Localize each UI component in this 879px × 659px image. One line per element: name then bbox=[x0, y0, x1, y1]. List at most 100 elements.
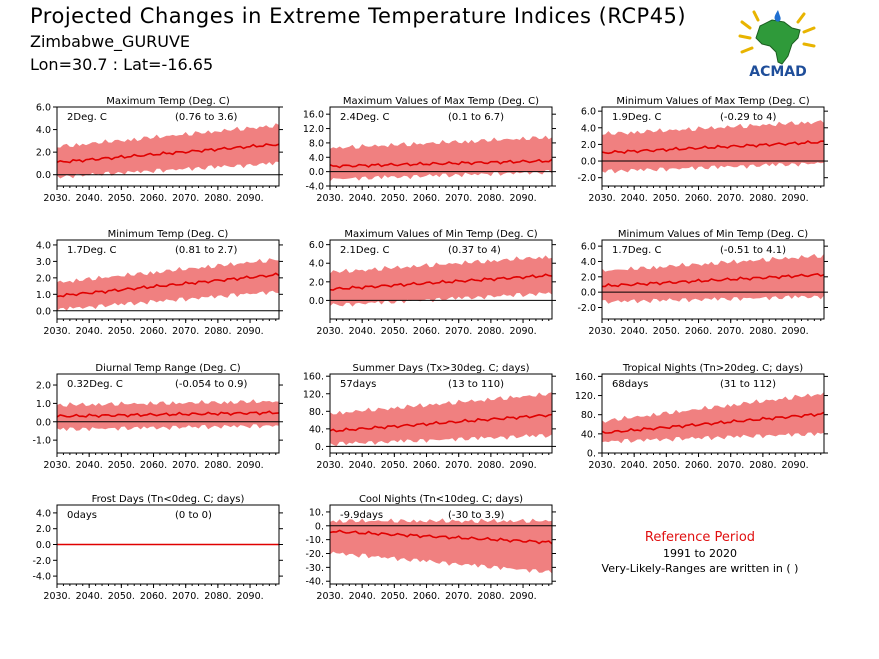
range-label: (0.37 to 4) bbox=[448, 245, 501, 256]
chart-title: Minimum Values of Max Temp (Deg. C) bbox=[616, 96, 809, 107]
x-tick-label: 2060. bbox=[685, 460, 712, 471]
y-tick-label: 4.0 bbox=[581, 123, 596, 134]
x-tick-label: 2080. bbox=[749, 460, 776, 471]
x-tick-label: 2080. bbox=[477, 193, 504, 204]
x-tick-label: 2040. bbox=[621, 460, 648, 471]
x-tick-label: 2070. bbox=[445, 591, 472, 602]
x-tick-label: 2090. bbox=[509, 591, 536, 602]
plot-frame bbox=[329, 239, 553, 320]
x-tick-label: 2070. bbox=[445, 326, 472, 337]
y-tick-label: -40. bbox=[305, 577, 324, 588]
reference-legend: Reference Period 1991 to 2020 Very-Likel… bbox=[590, 530, 810, 575]
x-tick-label: 2030. bbox=[43, 591, 70, 602]
chart-title: Summer Days (Tx>30deg. C; days) bbox=[352, 363, 529, 374]
range-label: (-0.29 to 4) bbox=[720, 112, 777, 123]
y-tick-label: 2.0 bbox=[581, 272, 596, 283]
y-tick-label: 0.0 bbox=[581, 288, 596, 299]
y-tick-label: 4.0 bbox=[36, 240, 51, 251]
y-tick-label: 4.0 bbox=[309, 153, 324, 164]
chart-title: Frost Days (Tn<0deg. C; days) bbox=[92, 494, 245, 505]
y-tick-label: 2.0 bbox=[36, 524, 51, 535]
x-tick-label: 2040. bbox=[621, 193, 648, 204]
x-tick-label: 2080. bbox=[204, 460, 231, 471]
y-tick-label: 16.0 bbox=[303, 110, 324, 121]
y-tick-label: 40. bbox=[581, 429, 596, 440]
x-tick-label: 2070. bbox=[445, 460, 472, 471]
chart-panel: 2030. 2040. 2050. 2060. 2070. 2080. 2090. 6.0 4.… bbox=[36, 96, 283, 204]
chart-title: Maximum Values of Min Temp (Deg. C) bbox=[344, 229, 537, 240]
y-tick-label: 40. bbox=[309, 424, 324, 435]
x-tick-label: 2050. bbox=[653, 193, 680, 204]
plot-frame bbox=[329, 504, 553, 585]
range-label: (0.76 to 3.6) bbox=[175, 112, 237, 123]
x-tick-label: 2070. bbox=[717, 460, 744, 471]
chart-panel: 2030. 2040. 2050. 2060. 2070. 2080. 2090. 10. 0.… bbox=[305, 494, 556, 602]
x-tick-label: 2040. bbox=[76, 193, 103, 204]
x-tick-label: 2090. bbox=[509, 326, 536, 337]
change-label: 1.9Deg. C bbox=[612, 112, 661, 123]
x-tick-label: 2080. bbox=[477, 591, 504, 602]
x-tick-label: 2030. bbox=[588, 193, 615, 204]
chart-panel: 2030. 2040. 2050. 2060. 2070. 2080. 2090. 6.0 4.… bbox=[577, 229, 828, 337]
y-tick-label: 6.0 bbox=[581, 107, 596, 118]
median-line bbox=[601, 140, 824, 155]
x-tick-label: 2040. bbox=[349, 326, 376, 337]
change-label: 1.7Deg. C bbox=[67, 245, 116, 256]
plot-frame bbox=[601, 106, 825, 187]
x-tick-label: 2090. bbox=[236, 460, 263, 471]
y-tick-label: -2.0 bbox=[32, 556, 51, 567]
x-tick-label: 2040. bbox=[76, 460, 103, 471]
range-label: (-0.51 to 4.1) bbox=[720, 245, 786, 256]
x-tick-label: 2060. bbox=[413, 460, 440, 471]
median-line bbox=[329, 413, 553, 433]
y-tick-label: 120. bbox=[303, 389, 324, 400]
x-tick-label: 2090. bbox=[236, 591, 263, 602]
y-tick-label: -1.0 bbox=[32, 436, 51, 447]
x-tick-label: 2070. bbox=[717, 193, 744, 204]
median-line bbox=[602, 272, 825, 288]
x-tick-label: 2070. bbox=[172, 326, 199, 337]
x-tick-label: 2060. bbox=[685, 193, 712, 204]
x-tick-label: 2070. bbox=[172, 591, 199, 602]
x-tick-label: 2060. bbox=[413, 591, 440, 602]
range-band bbox=[57, 123, 279, 179]
x-tick-label: 2060. bbox=[140, 460, 167, 471]
chart-title: Tropical Nights (Tn>20deg. C; days) bbox=[622, 363, 803, 374]
range-label: (-0.054 to 0.9) bbox=[175, 379, 247, 390]
x-tick-label: 2090. bbox=[236, 326, 263, 337]
range-label: (31 to 112) bbox=[720, 379, 776, 390]
median-line bbox=[601, 411, 825, 434]
chart-panel: 2030. 2040. 2050. 2060. 2070. 2080. 2090. 4.0 3.… bbox=[36, 229, 283, 337]
median-line bbox=[56, 410, 280, 419]
reference-title: Reference Period bbox=[644, 530, 756, 545]
chart-panel: 2030. 2040. 2050. 2060. 2070. 2080. 2090. 16.0 1… bbox=[303, 96, 556, 204]
y-tick-label: 10. bbox=[309, 507, 324, 518]
y-tick-label: 0.0 bbox=[581, 157, 596, 168]
y-tick-label: 80. bbox=[581, 410, 596, 421]
chart-panel: 2030. 2040. 2050. 2060. 2070. 2080. 2090. 4.0 2.… bbox=[32, 494, 283, 602]
x-tick-label: 2060. bbox=[413, 326, 440, 337]
x-tick-label: 2070. bbox=[445, 193, 472, 204]
x-tick-label: 2080. bbox=[477, 460, 504, 471]
x-tick-label: 2040. bbox=[621, 326, 648, 337]
x-tick-label: 2050. bbox=[381, 460, 408, 471]
coordinates-label: Lon=30.7 : Lat=-16.65 bbox=[30, 55, 214, 74]
x-tick-label: 2030. bbox=[43, 326, 70, 337]
y-tick-label: -2.0 bbox=[577, 303, 596, 314]
x-tick-label: 2040. bbox=[349, 460, 376, 471]
x-tick-label: 2030. bbox=[43, 193, 70, 204]
change-label: -9.9days bbox=[340, 510, 383, 521]
y-tick-label: 2.0 bbox=[36, 273, 51, 284]
y-tick-label: 6.0 bbox=[36, 103, 51, 114]
change-label: 2.4Deg. C bbox=[340, 112, 389, 123]
range-label: (13 to 110) bbox=[448, 379, 504, 390]
y-tick-label: 2.0 bbox=[36, 148, 51, 159]
y-tick-label: 1.0 bbox=[36, 399, 51, 410]
y-tick-label: 4.0 bbox=[36, 508, 51, 519]
chart-panel: 2030. 2040. 2050. 2060. 2070. 2080. 2090. 160. 1… bbox=[575, 363, 828, 471]
x-tick-label: 2050. bbox=[653, 460, 680, 471]
y-tick-label: 160. bbox=[575, 372, 596, 383]
reference-note: Very-Likely-Ranges are written in ( ) bbox=[601, 562, 799, 575]
y-tick-label: -2.0 bbox=[577, 173, 596, 184]
